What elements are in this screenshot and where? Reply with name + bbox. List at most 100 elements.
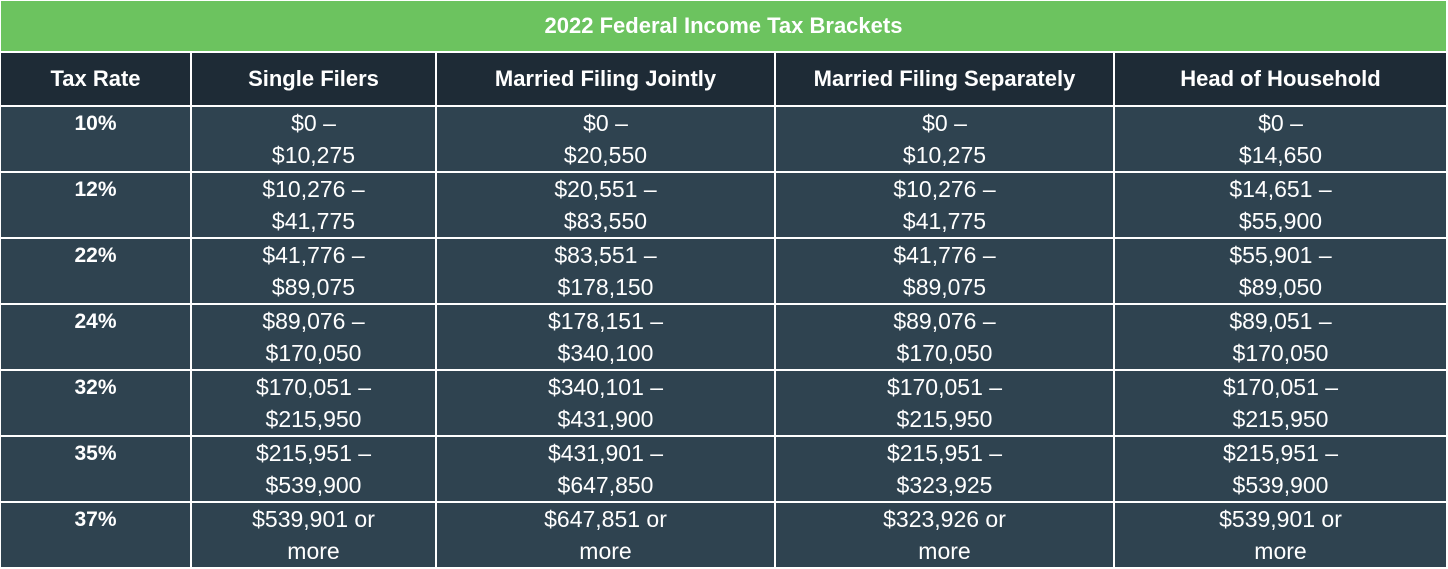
bracket-cell-single-filers: $0 – $10,275	[192, 107, 435, 171]
bracket-range-end: $41,775	[271, 208, 356, 234]
bracket-range-start: $0 –	[922, 110, 967, 136]
bracket-range-start: $539,901 or	[1219, 506, 1342, 532]
bracket-range-start: $178,151 –	[547, 308, 664, 334]
bracket-range-start: $89,076 –	[262, 308, 365, 334]
bracket-cell-head-of-household: $55,901 – $89,050	[1115, 239, 1446, 303]
bracket-range-end: $215,950	[896, 406, 993, 432]
bracket-range-start: $215,951 –	[1222, 440, 1339, 466]
table-row: 32% $170,051 – $215,950 $340,101 – $431,900 $…	[1, 371, 1446, 435]
bracket-cell-head-of-household: $0 – $14,650	[1115, 107, 1446, 171]
tax-rate-cell: 32%	[1, 371, 190, 435]
bracket-range-start: $10,276 –	[893, 176, 996, 202]
header-married-separately: Married Filing Separately	[776, 53, 1113, 105]
bracket-cell-married-separately: $0 – $10,275	[776, 107, 1113, 171]
bracket-range-start: $170,051 –	[886, 374, 1003, 400]
bracket-range-end: $170,050	[896, 340, 993, 366]
bracket-cell-married-separately: $41,776 – $89,075	[776, 239, 1113, 303]
bracket-range-start: $83,551 –	[554, 242, 657, 268]
bracket-cell-head-of-household: $14,651 – $55,900	[1115, 173, 1446, 237]
bracket-range-end: $170,050	[1232, 340, 1329, 366]
bracket-range-start: $10,276 –	[262, 176, 365, 202]
bracket-cell-head-of-household: $89,051 – $170,050	[1115, 305, 1446, 369]
table-row: 10% $0 – $10,275 $0 – $20,550 $0 – $10,275 $0 –…	[1, 107, 1446, 171]
bracket-range-start: $647,851 or	[544, 506, 667, 532]
table-row: 35% $215,951 – $539,900 $431,901 – $647,850 $…	[1, 437, 1446, 501]
bracket-range-end: more	[918, 538, 971, 564]
bracket-cell-married-jointly: $0 – $20,550	[437, 107, 774, 171]
bracket-range-end: $10,275	[902, 142, 987, 168]
table-row: 24% $89,076 – $170,050 $178,151 – $340,100 $8…	[1, 305, 1446, 369]
bracket-range-start: $0 –	[291, 110, 336, 136]
tax-bracket-table: Tax Rate Single Filers Married Filing Jo…	[0, 51, 1448, 569]
table-row: 37% $539,901 or more $647,851 or more $323,92…	[1, 503, 1446, 567]
bracket-range-end: $83,550	[563, 208, 648, 234]
tax-rate-cell: 12%	[1, 173, 190, 237]
bracket-range-end: $215,950	[265, 406, 362, 432]
bracket-range-start: $0 –	[583, 110, 628, 136]
bracket-cell-married-jointly: $340,101 – $431,900	[437, 371, 774, 435]
bracket-range-end: $89,075	[271, 274, 356, 300]
header-tax-rate: Tax Rate	[1, 53, 190, 105]
bracket-cell-married-jointly: $178,151 – $340,100	[437, 305, 774, 369]
bracket-range-start: $89,076 –	[893, 308, 996, 334]
tax-rate-cell: 10%	[1, 107, 190, 171]
bracket-cell-married-separately: $10,276 – $41,775	[776, 173, 1113, 237]
bracket-range-end: $55,900	[1238, 208, 1323, 234]
bracket-range-end: $539,900	[1232, 472, 1329, 498]
bracket-range-start: $323,926 or	[883, 506, 1006, 532]
bracket-range-end: more	[1254, 538, 1307, 564]
table-body: 10% $0 – $10,275 $0 – $20,550 $0 – $10,275 $0 –…	[1, 107, 1446, 567]
bracket-cell-married-separately: $170,051 – $215,950	[776, 371, 1113, 435]
tax-rate-cell: 22%	[1, 239, 190, 303]
bracket-range-end: $539,900	[265, 472, 362, 498]
bracket-range-end: $215,950	[1232, 406, 1329, 432]
header-married-jointly: Married Filing Jointly	[437, 53, 774, 105]
bracket-cell-married-separately: $215,951 – $323,925	[776, 437, 1113, 501]
bracket-range-start: $41,776 –	[893, 242, 996, 268]
bracket-range-end: $89,075	[902, 274, 987, 300]
bracket-cell-head-of-household: $215,951 – $539,900	[1115, 437, 1446, 501]
bracket-range-end: more	[287, 538, 340, 564]
tax-rate-cell: 35%	[1, 437, 190, 501]
bracket-range-end: $340,100	[557, 340, 654, 366]
bracket-cell-head-of-household: $539,901 or more	[1115, 503, 1446, 567]
bracket-range-end: $323,925	[896, 472, 993, 498]
tax-rate-cell: 37%	[1, 503, 190, 567]
bracket-cell-married-jointly: $83,551 – $178,150	[437, 239, 774, 303]
bracket-range-start: $170,051 –	[1222, 374, 1339, 400]
bracket-range-start: $340,101 –	[547, 374, 664, 400]
bracket-range-start: $170,051 –	[255, 374, 372, 400]
bracket-range-start: $55,901 –	[1229, 242, 1332, 268]
bracket-range-end: more	[579, 538, 632, 564]
bracket-range-end: $10,275	[271, 142, 356, 168]
table-title: 2022 Federal Income Tax Brackets	[1, 1, 1446, 51]
bracket-cell-married-separately: $89,076 – $170,050	[776, 305, 1113, 369]
bracket-cell-single-filers: $10,276 – $41,775	[192, 173, 435, 237]
bracket-cell-married-jointly: $20,551 – $83,550	[437, 173, 774, 237]
bracket-range-start: $89,051 –	[1229, 308, 1332, 334]
bracket-cell-married-jointly: $647,851 or more	[437, 503, 774, 567]
bracket-range-end: $14,650	[1238, 142, 1323, 168]
bracket-range-start: $539,901 or	[252, 506, 375, 532]
bracket-range-start: $215,951 –	[255, 440, 372, 466]
bracket-cell-single-filers: $215,951 – $539,900	[192, 437, 435, 501]
bracket-range-start: $215,951 –	[886, 440, 1003, 466]
bracket-range-start: $20,551 –	[554, 176, 657, 202]
bracket-cell-single-filers: $539,901 or more	[192, 503, 435, 567]
bracket-range-end: $89,050	[1238, 274, 1323, 300]
bracket-range-end: $431,900	[557, 406, 654, 432]
bracket-range-start: $431,901 –	[547, 440, 664, 466]
bracket-cell-single-filers: $41,776 – $89,075	[192, 239, 435, 303]
bracket-range-end: $20,550	[563, 142, 648, 168]
bracket-cell-single-filers: $170,051 – $215,950	[192, 371, 435, 435]
bracket-range-end: $170,050	[265, 340, 362, 366]
table-row: 12% $10,276 – $41,775 $20,551 – $83,550 $10,2…	[1, 173, 1446, 237]
bracket-cell-married-jointly: $431,901 – $647,850	[437, 437, 774, 501]
header-head-of-household: Head of Household	[1115, 53, 1446, 105]
bracket-range-start: $14,651 –	[1229, 176, 1332, 202]
bracket-range-start: $41,776 –	[262, 242, 365, 268]
bracket-range-end: $647,850	[557, 472, 654, 498]
header-single-filers: Single Filers	[192, 53, 435, 105]
table-row: 22% $41,776 – $89,075 $83,551 – $178,150 $41,…	[1, 239, 1446, 303]
bracket-cell-married-separately: $323,926 or more	[776, 503, 1113, 567]
